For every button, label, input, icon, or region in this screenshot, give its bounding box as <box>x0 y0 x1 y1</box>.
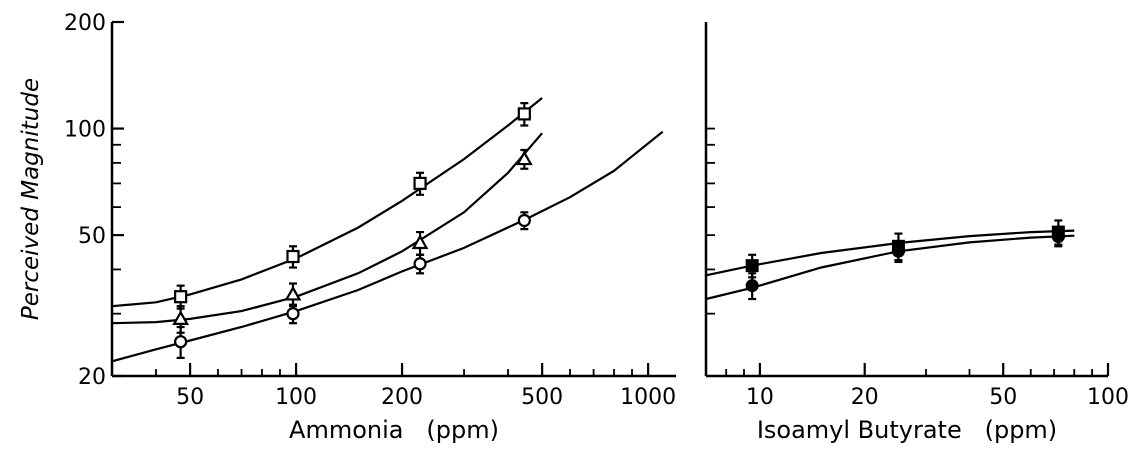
left-series-triangle-point <box>411 234 429 250</box>
right-series-filled-square-point <box>745 259 759 273</box>
left-y-tick-label: 200 <box>64 11 106 36</box>
left-series-circle-fit-line <box>111 130 664 363</box>
left-series-circle-point <box>413 257 427 271</box>
right-x-tick-label: 50 <box>989 385 1017 410</box>
right-series-filled-circle-fit-line <box>705 234 1075 301</box>
left-series-triangle-point <box>515 150 533 166</box>
left-y-tick-label: 20 <box>78 365 106 390</box>
left-x-tick-label: 1000 <box>620 385 676 410</box>
left-series-triangle-point <box>172 310 190 325</box>
left-series-triangle-fit-line <box>111 132 543 325</box>
right-x-tick-label: 10 <box>746 385 774 410</box>
left-series-square-point <box>286 249 300 264</box>
right-series-filled-circle-point <box>745 279 759 293</box>
left-series-circle-point <box>286 307 300 321</box>
right-x-tick-label: 20 <box>851 385 879 410</box>
left-y-tick-label: 100 <box>64 118 106 143</box>
right-x-tick-label: 100 <box>1087 385 1129 410</box>
left-x-tick-label: 50 <box>176 385 204 410</box>
left-series-circle-point <box>174 335 188 349</box>
left-x-tick-label: 500 <box>521 385 563 410</box>
left-series-square-point <box>517 107 531 121</box>
left-series-square-point <box>174 290 188 304</box>
left-series-square-point <box>413 176 427 190</box>
left-y-axis-title: Perceived Magnitude <box>18 78 44 320</box>
left-x-tick-label: 100 <box>275 385 317 410</box>
left-series-circle-point <box>517 213 531 228</box>
left-series-triangle-point <box>284 285 302 301</box>
left-series-square-fit-line <box>111 97 543 308</box>
left-x-axis-title: Ammonia (ppm) <box>289 416 499 444</box>
left-x-tick-label: 200 <box>381 385 423 410</box>
right-series-filled-circle-point <box>1051 230 1065 244</box>
left-y-tick-label: 50 <box>78 224 106 249</box>
right-series-filled-circle-point <box>891 244 905 258</box>
right-x-axis-title: Isoamyl Butyrate (ppm) <box>757 416 1057 444</box>
